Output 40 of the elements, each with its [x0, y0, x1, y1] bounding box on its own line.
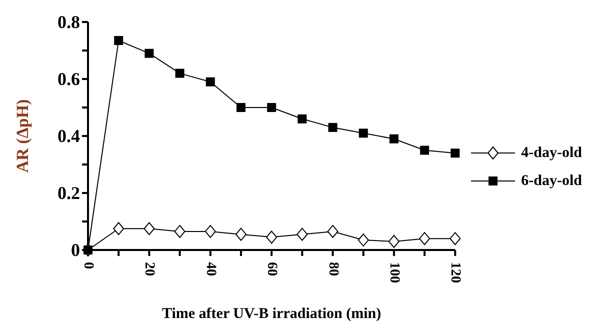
y-tick-label: 0.4	[58, 126, 80, 146]
point	[450, 148, 460, 158]
point	[358, 234, 369, 247]
point	[298, 114, 307, 124]
point	[175, 68, 184, 78]
point	[235, 228, 246, 241]
x-axis-title: Time after UV-B irradiation (min)	[162, 306, 382, 322]
y-tick-label: 0.6	[58, 69, 80, 89]
point	[388, 234, 400, 248]
point	[144, 48, 154, 58]
y-tick-label: 0	[71, 240, 80, 260]
point	[204, 224, 216, 238]
point	[114, 36, 124, 46]
point	[296, 228, 308, 241]
y-axis-title: AR (ΔpH)	[13, 99, 32, 173]
point	[267, 103, 276, 112]
x-tick-label: 120	[448, 262, 463, 283]
x-tick-label: 20	[142, 262, 157, 276]
point	[113, 222, 124, 236]
point	[450, 232, 461, 246]
y-tick-label: 0.8	[58, 12, 80, 32]
point	[236, 103, 246, 112]
point	[266, 230, 278, 244]
point	[174, 224, 186, 238]
x-tick-label: 60	[264, 262, 280, 276]
y-tick-label: 0.2	[58, 183, 80, 203]
x-tick-label: 0	[80, 262, 96, 269]
point	[144, 222, 155, 236]
point	[358, 128, 368, 138]
point	[420, 146, 430, 155]
point	[419, 232, 430, 246]
point	[327, 224, 338, 238]
point	[389, 134, 398, 144]
x-tick-label: 80	[325, 262, 340, 276]
point	[328, 122, 338, 132]
x-tick-label: 40	[202, 262, 218, 276]
x-tick-label: 100	[386, 262, 402, 283]
legend-label: 6-day-old	[521, 172, 582, 190]
point	[206, 77, 215, 86]
legend-label: 4-day-old	[521, 144, 582, 162]
